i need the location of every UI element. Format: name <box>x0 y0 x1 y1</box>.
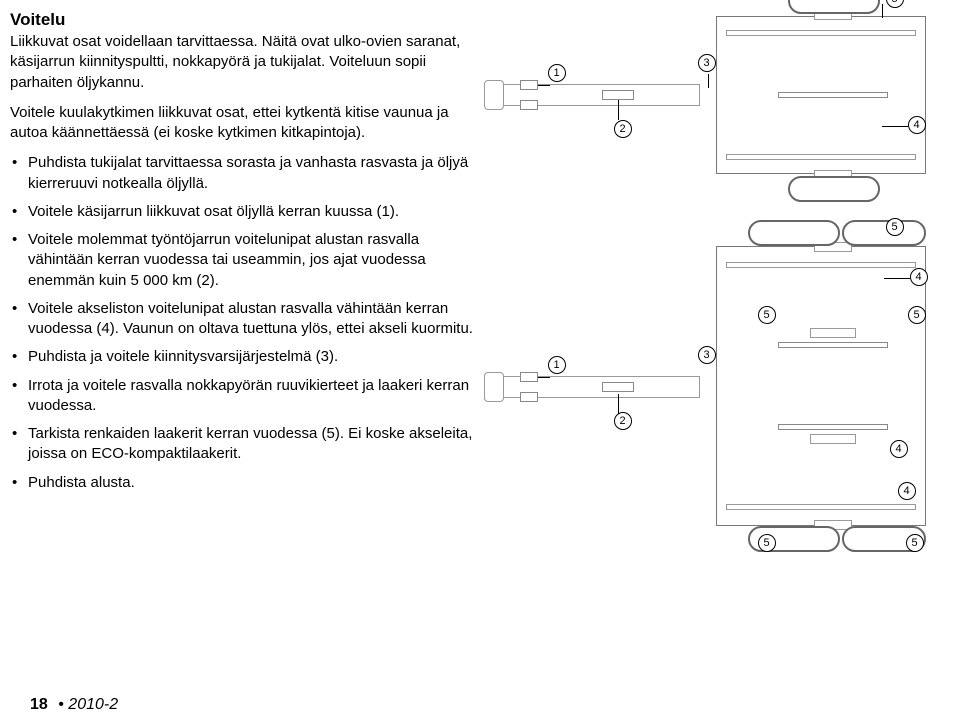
diagram-label-3: 3 <box>698 346 716 364</box>
diagram-label-5: 5 <box>758 534 776 552</box>
diagram-label-5: 5 <box>906 534 924 552</box>
diagram-label-4: 4 <box>898 482 916 500</box>
diagram-label-5: 5 <box>908 306 926 324</box>
diagram-label-1: 1 <box>548 356 566 374</box>
list-item: Puhdista ja voitele kiinnitysvarsijärjes… <box>10 347 480 367</box>
diagram-label-4: 4 <box>910 268 928 286</box>
diagram-label-4: 4 <box>890 440 908 458</box>
list-item: Puhdista tukijalat tarvittaessa sorasta … <box>10 153 480 194</box>
list-item: Voitele käsijarrun liikkuvat osat öljyll… <box>10 202 480 222</box>
diagram-label-5: 5 <box>758 306 776 324</box>
list-item: Voitele molemmat työntöjarrun voitelunip… <box>10 230 480 291</box>
diagram-label-5: 5 <box>886 0 904 8</box>
diagram-area: 1 2 3 4 5 <box>490 10 950 546</box>
page-footer: 18 • 2010-2 <box>30 696 118 714</box>
diagram-label-1: 1 <box>548 64 566 82</box>
diagram-label-2: 2 <box>614 412 632 430</box>
list-item: Tarkista renkaiden laakerit kerran vuode… <box>10 424 480 465</box>
diagram-top: 1 2 3 4 5 <box>490 10 930 180</box>
revision: 2010-2 <box>68 696 118 713</box>
diagram-label-3: 3 <box>698 54 716 72</box>
list-item: Irrota ja voitele rasvalla nokkapyörän r… <box>10 376 480 417</box>
intro-paragraph-1: Liikkuvat osat voidellaan tarvittaessa. … <box>10 32 480 93</box>
page-title: Voitelu <box>10 10 480 30</box>
page-number: 18 <box>30 696 48 713</box>
diagram-label-2: 2 <box>614 120 632 138</box>
diagram-label-4: 4 <box>908 116 926 134</box>
list-item: Voitele akseliston voitelunipat alustan … <box>10 299 480 340</box>
intro-paragraph-2: Voitele kuulakytkimen liikkuvat osat, et… <box>10 103 480 144</box>
list-item: Puhdista alusta. <box>10 473 480 493</box>
bullet-list: Puhdista tukijalat tarvittaessa sorasta … <box>10 153 480 493</box>
diagram-bottom: 1 2 3 4 4 4 5 5 5 5 5 <box>490 226 930 546</box>
diagram-label-5: 5 <box>886 218 904 236</box>
